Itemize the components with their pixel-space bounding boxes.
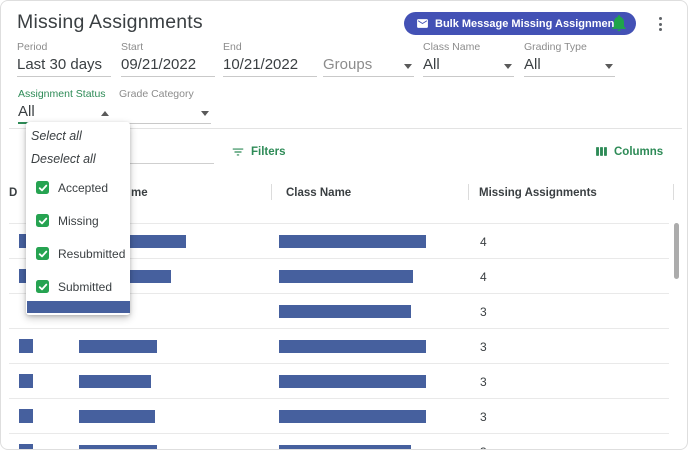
col-header-missing-assignments[interactable]: Missing Assignments xyxy=(479,187,597,199)
redacted-student-name xyxy=(79,340,157,353)
redacted-class-name xyxy=(279,235,426,248)
redacted-class-name xyxy=(279,305,411,318)
columns-button-label: Columns xyxy=(614,145,664,158)
checkbox-checked-icon xyxy=(36,280,49,293)
grading-type-value: All xyxy=(524,56,541,73)
column-divider xyxy=(468,184,469,200)
checkbox-checked-icon xyxy=(36,247,49,260)
mail-icon xyxy=(416,17,429,30)
checkbox-checked-icon xyxy=(36,181,49,194)
vertical-scrollbar[interactable] xyxy=(674,223,679,279)
end-date-field[interactable]: End 10/21/2022 xyxy=(223,41,317,77)
period-label: Period xyxy=(17,41,48,53)
redacted-avatar xyxy=(19,374,33,388)
status-option-resubmitted[interactable]: Resubmitted xyxy=(26,237,130,270)
redacted-avatar xyxy=(19,444,33,449)
start-label: Start xyxy=(121,41,144,53)
class-name-value: All xyxy=(423,56,440,73)
missing-count: 3 xyxy=(480,445,487,449)
column-divider xyxy=(271,184,272,200)
chevron-down-icon xyxy=(404,64,412,69)
col-header-fragment-2[interactable]: me xyxy=(131,187,148,199)
missing-count: 4 xyxy=(480,235,487,249)
table-row[interactable]: 3 xyxy=(9,398,669,433)
start-value: 09/21/2022 xyxy=(121,56,215,77)
grading-type-select[interactable]: Grading Type All xyxy=(524,41,615,77)
grade-category-label: Grade Category xyxy=(119,88,194,100)
assignment-status-value: All xyxy=(18,103,35,120)
table-row[interactable]: 3 xyxy=(9,293,669,328)
table-body: 4 4 3 3 3 3 xyxy=(9,223,669,449)
groups-placeholder: Groups xyxy=(323,56,373,73)
class-name-select[interactable]: Class Name All xyxy=(423,41,514,77)
period-value: Last 30 days xyxy=(17,56,111,77)
missing-count: 4 xyxy=(480,270,487,284)
chevron-down-icon xyxy=(201,111,209,116)
filter-list-icon xyxy=(231,145,245,159)
redacted-student-name xyxy=(79,410,155,423)
assignment-status-label: Assignment Status xyxy=(18,88,106,100)
redacted-class-name xyxy=(279,445,411,449)
redacted-class-name xyxy=(279,270,413,283)
notifications-bell-icon[interactable] xyxy=(609,13,629,33)
deselect-all-option[interactable]: Deselect all xyxy=(31,151,96,166)
redacted-class-name xyxy=(279,410,426,423)
redacted-avatar xyxy=(19,339,33,353)
select-all-option[interactable]: Select all xyxy=(31,128,82,143)
col-header-class-name[interactable]: Class Name xyxy=(286,187,352,199)
view-columns-icon xyxy=(595,145,608,158)
table-row[interactable]: 3 xyxy=(9,363,669,398)
redacted-class-name xyxy=(279,340,426,353)
table-row[interactable]: 3 xyxy=(9,433,669,449)
bulk-message-button[interactable]: Bulk Message Missing Assignments xyxy=(404,12,637,35)
chevron-down-icon xyxy=(605,64,613,69)
status-option-missing[interactable]: Missing xyxy=(26,204,130,237)
missing-count: 3 xyxy=(480,340,487,354)
col-header-fragment-1[interactable]: D xyxy=(9,187,18,199)
redaction-bar xyxy=(27,301,130,313)
chevron-down-icon xyxy=(504,64,512,69)
column-divider xyxy=(673,184,674,200)
status-option-label: Resubmitted xyxy=(58,246,126,261)
checkbox-checked-icon xyxy=(36,214,49,227)
redacted-student-name xyxy=(79,445,157,449)
filters-button[interactable]: Filters xyxy=(231,145,286,159)
status-option-label: Submitted xyxy=(58,279,113,294)
redacted-student-name xyxy=(79,375,151,388)
filters-button-label: Filters xyxy=(251,146,286,158)
period-select[interactable]: Period Last 30 days xyxy=(17,41,111,77)
table-header-row: D me Class Name Missing Assignments xyxy=(9,178,682,223)
page-title: Missing Assignments xyxy=(17,11,203,33)
status-option-label: Missing xyxy=(58,213,99,228)
missing-count: 3 xyxy=(480,410,487,424)
redacted-avatar xyxy=(19,409,33,423)
section-divider xyxy=(9,128,682,129)
table-row[interactable]: 3 xyxy=(9,328,669,363)
chevron-up-icon xyxy=(101,111,109,116)
status-option-submitted[interactable]: Submitted xyxy=(26,270,130,303)
missing-count: 3 xyxy=(480,305,487,319)
missing-count: 3 xyxy=(480,375,487,389)
overflow-menu-icon[interactable] xyxy=(653,14,667,34)
end-label: End xyxy=(223,41,242,53)
columns-button[interactable]: Columns xyxy=(595,145,663,158)
grade-category-select[interactable]: Grade Category xyxy=(119,88,211,124)
grading-type-label: Grading Type xyxy=(524,41,587,53)
start-date-field[interactable]: Start 09/21/2022 xyxy=(121,41,215,77)
groups-select[interactable]: Groups xyxy=(323,41,414,77)
assignment-status-select[interactable]: Assignment Status All xyxy=(18,88,111,124)
redacted-class-name xyxy=(279,375,426,388)
assignment-status-dropdown: Select all Deselect all Accepted Missing… xyxy=(26,122,130,315)
class-name-label: Class Name xyxy=(423,41,481,53)
status-option-label: Accepted xyxy=(58,180,109,195)
status-option-accepted[interactable]: Accepted xyxy=(26,171,130,204)
end-value: 10/21/2022 xyxy=(223,56,317,77)
bulk-message-label: Bulk Message Missing Assignments xyxy=(435,17,625,30)
